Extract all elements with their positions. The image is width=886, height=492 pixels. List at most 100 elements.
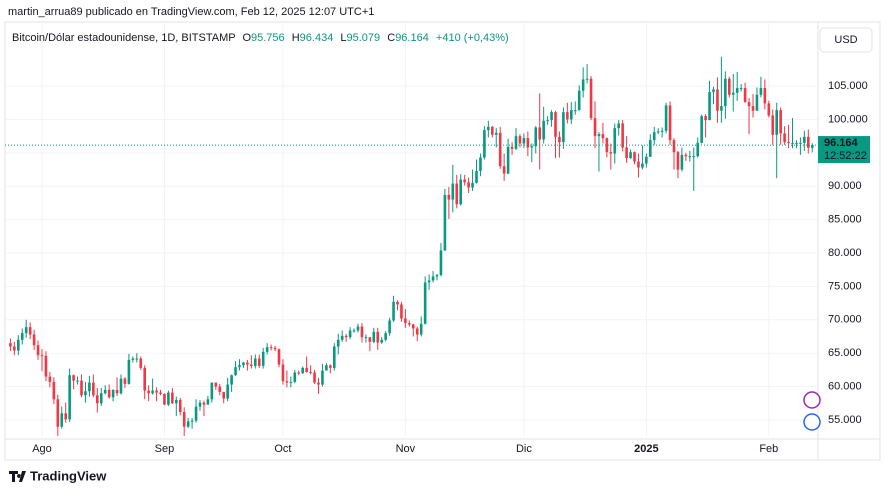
candle-body (309, 371, 312, 373)
candle-body (487, 126, 490, 131)
candle-body (779, 110, 782, 134)
legend-value: 95.079 (347, 32, 381, 44)
candle-body (510, 146, 514, 149)
candle-body (803, 136, 806, 143)
candle-body (419, 323, 423, 335)
candle-body (494, 132, 498, 135)
x-tick-label: Nov (396, 443, 416, 455)
candle-body (810, 145, 814, 148)
candle-body (609, 152, 613, 154)
candle-body (293, 372, 297, 382)
candle-body (625, 147, 628, 159)
candle-body (791, 142, 794, 144)
candle-body (111, 389, 115, 398)
candle-body (392, 301, 395, 321)
legend: Bitcoin/Dólar estadounidense, 1D, BITSTA… (12, 32, 509, 44)
event-icon[interactable] (803, 413, 821, 431)
candle-body (408, 323, 411, 325)
candle-body (313, 372, 316, 383)
candle-body (415, 328, 419, 335)
candle-body (257, 358, 261, 366)
candle-body (356, 326, 360, 331)
candle-body (344, 335, 348, 338)
candle-body (163, 393, 166, 405)
candle-body (668, 105, 672, 141)
candle-body (230, 375, 233, 385)
candle-body (649, 140, 652, 157)
legend-value: 96.434 (300, 32, 334, 44)
candle-body (206, 399, 210, 405)
candle-body (194, 406, 198, 421)
candle-body (151, 390, 154, 394)
candle-body (570, 110, 573, 120)
x-tick-label: Ago (32, 443, 52, 455)
currency-button[interactable] (819, 27, 873, 53)
candle-body (581, 79, 585, 91)
candle-body (467, 182, 470, 188)
candle-body (76, 380, 79, 382)
chart-frame (4, 21, 881, 461)
candle-body (692, 156, 696, 158)
candle-body (20, 333, 24, 340)
candle-body (28, 327, 32, 335)
candle-body (783, 133, 786, 143)
candle-body (210, 382, 214, 400)
candle-body (380, 339, 383, 343)
brand: TradingView (30, 468, 107, 483)
candle-body (336, 339, 340, 347)
y-tick-label: 65.000 (828, 347, 862, 359)
candle-body (72, 375, 75, 381)
candle-body (479, 157, 482, 171)
candle-body (708, 92, 711, 121)
candle-body (716, 89, 719, 111)
candle-body (261, 351, 265, 366)
candle-body (566, 112, 569, 120)
candle-body (656, 131, 660, 133)
x-tick-label: 2025 (634, 443, 658, 455)
candle-body (751, 106, 755, 111)
candle-body (617, 123, 620, 129)
y-tick-label: 105.000 (828, 80, 868, 92)
candle-body (301, 367, 304, 374)
candle-body (131, 358, 135, 360)
candle-body (688, 156, 692, 158)
candle-body (88, 382, 91, 392)
candle-body (368, 337, 372, 342)
candle-body (542, 120, 545, 140)
legend-key: L (340, 32, 346, 44)
candle-body (265, 347, 269, 352)
candle-body (186, 421, 190, 427)
candle-body (534, 127, 538, 147)
candle-body (763, 88, 767, 104)
candle-body (329, 365, 332, 368)
legend-key: O (242, 32, 251, 44)
candle-body (226, 384, 229, 399)
y-tick-label: 70.000 (828, 314, 862, 326)
candle-body (384, 333, 387, 340)
candle-body (676, 152, 680, 170)
candle-body (483, 130, 486, 158)
candle-body (348, 330, 352, 338)
candle-body (13, 346, 16, 351)
candle-body (123, 378, 127, 384)
price-tag-label: 96.164 (824, 137, 859, 149)
candle-body (214, 382, 218, 387)
candle-body (297, 372, 301, 374)
candle-body (743, 88, 747, 103)
candle-body (242, 362, 245, 366)
candle-body (198, 402, 202, 407)
legend-value: 96.164 (395, 32, 429, 44)
candle-body (135, 358, 139, 360)
candle-body (475, 170, 478, 183)
axes: 55.000 60.000 65.000 70.000 75.000 80.000 85.0… (5, 22, 880, 460)
candle-body (400, 304, 403, 319)
candle-body (281, 364, 285, 382)
candle-body (107, 389, 111, 398)
event-icon[interactable] (803, 391, 821, 409)
candle-body (491, 126, 494, 135)
candle-body (700, 116, 703, 143)
candle-body (218, 386, 222, 392)
legend-value: 95.756 (251, 32, 285, 44)
currency[interactable]: USD (834, 34, 857, 46)
